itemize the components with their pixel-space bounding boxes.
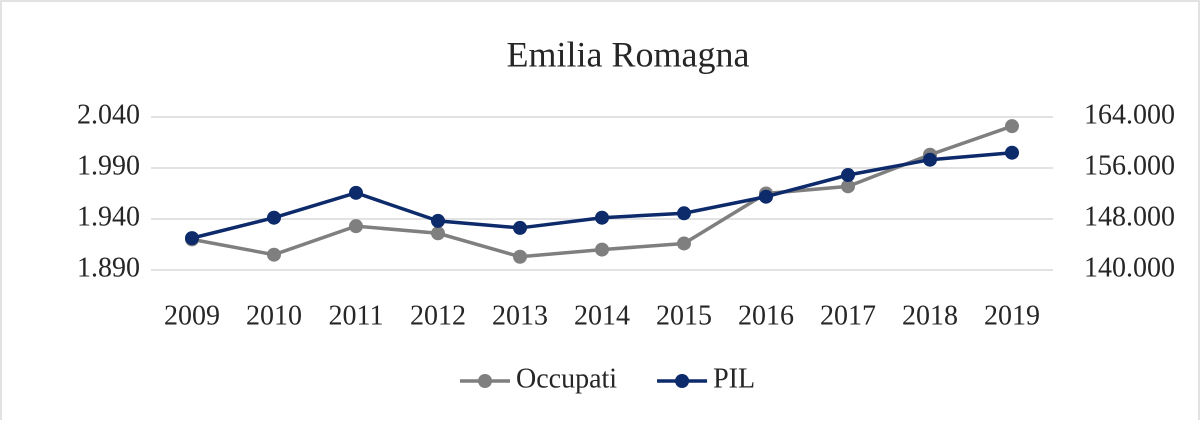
y2-tick-label: 156.000 bbox=[1084, 150, 1175, 181]
x-tick-label: 2017 bbox=[820, 300, 876, 331]
x-tick-label: 2016 bbox=[738, 300, 794, 331]
x-tick-label: 2018 bbox=[902, 300, 958, 331]
legend-marker bbox=[478, 374, 492, 388]
x-tick-label: 2014 bbox=[574, 300, 630, 331]
data-point bbox=[431, 226, 445, 241]
data-point bbox=[841, 168, 855, 183]
y2-tick-label: 164.000 bbox=[1084, 99, 1175, 130]
data-point bbox=[1005, 119, 1019, 134]
y-tick-label: 1.990 bbox=[77, 150, 140, 181]
x-tick-label: 2019 bbox=[984, 300, 1040, 331]
data-point bbox=[677, 236, 691, 251]
data-point bbox=[677, 206, 691, 221]
data-point bbox=[349, 219, 363, 234]
x-tick-label: 2015 bbox=[656, 300, 712, 331]
legend-marker bbox=[675, 374, 690, 388]
data-point bbox=[267, 247, 281, 262]
data-point bbox=[595, 210, 609, 225]
data-point bbox=[1005, 145, 1019, 160]
x-tick-label: 2012 bbox=[410, 300, 466, 331]
data-point bbox=[513, 249, 527, 264]
data-point bbox=[349, 185, 363, 200]
legend-label: PIL bbox=[713, 363, 755, 394]
data-point bbox=[841, 179, 855, 194]
data-point bbox=[431, 213, 445, 228]
data-point bbox=[513, 220, 527, 235]
x-tick-label: 2011 bbox=[329, 300, 384, 331]
y-tick-label: 1.890 bbox=[77, 252, 140, 283]
x-tick-label: 2013 bbox=[492, 300, 548, 331]
y2-tick-label: 148.000 bbox=[1084, 201, 1175, 232]
legend-label: Occupati bbox=[516, 363, 617, 394]
data-point bbox=[595, 242, 609, 257]
x-tick-label: 2009 bbox=[164, 300, 220, 331]
x-tick-label: 2010 bbox=[246, 300, 302, 331]
data-point bbox=[923, 152, 937, 167]
y2-tick-label: 140.000 bbox=[1084, 252, 1175, 283]
data-point bbox=[185, 231, 199, 246]
y-tick-label: 1.940 bbox=[77, 201, 140, 232]
data-point bbox=[759, 189, 773, 204]
y-tick-label: 2.040 bbox=[77, 99, 140, 130]
data-point bbox=[267, 210, 281, 225]
chart-title: Emilia Romagna bbox=[507, 34, 750, 74]
